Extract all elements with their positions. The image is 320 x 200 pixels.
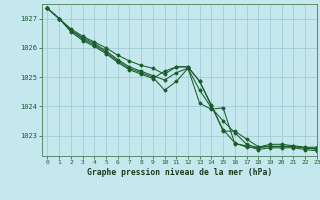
X-axis label: Graphe pression niveau de la mer (hPa): Graphe pression niveau de la mer (hPa)	[87, 168, 272, 177]
